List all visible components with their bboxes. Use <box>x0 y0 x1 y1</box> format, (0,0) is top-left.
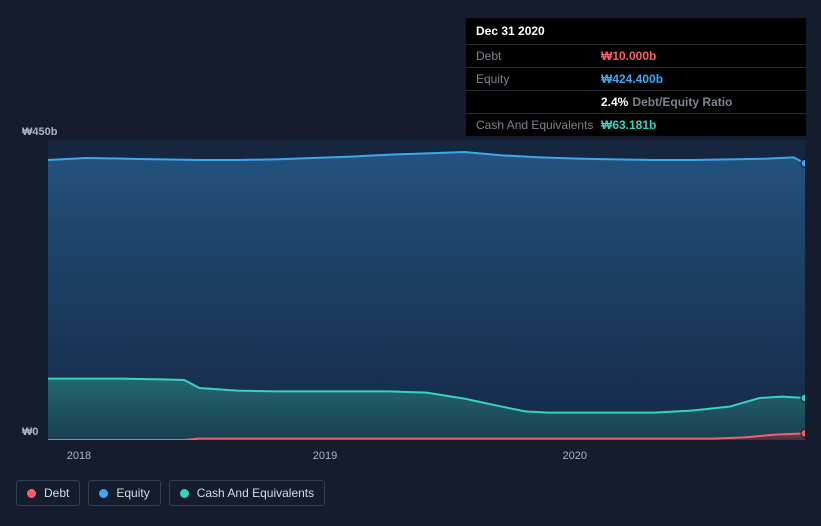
series-marker <box>801 394 805 402</box>
x-tick-label: 2018 <box>67 450 91 462</box>
legend-label: Debt <box>44 486 69 500</box>
chart-plot[interactable] <box>48 140 805 440</box>
tooltip-row-label: Equity <box>476 72 601 86</box>
chart-tooltip: Dec 31 2020 Debt₩10.000bEquity₩424.400b2… <box>466 18 806 136</box>
legend-dot <box>99 489 108 498</box>
chart-legend: Debt Equity Cash And Equivalents <box>16 480 325 506</box>
tooltip-date: Dec 31 2020 <box>466 18 806 45</box>
tooltip-row-value: 2.4% <box>601 95 628 109</box>
legend-item-debt[interactable]: Debt <box>16 480 80 506</box>
tooltip-row-suffix: Debt/Equity Ratio <box>632 95 732 109</box>
legend-dot <box>27 489 36 498</box>
y-tick-label: ₩0 <box>22 426 39 438</box>
tooltip-row: 2.4% Debt/Equity Ratio <box>466 91 806 114</box>
x-tick-label: 2019 <box>313 450 337 462</box>
tooltip-row-label <box>476 95 601 109</box>
legend-item-equity[interactable]: Equity <box>88 480 160 506</box>
tooltip-row-value: ₩424.400b <box>601 72 663 86</box>
series-marker <box>801 429 805 437</box>
legend-label: Cash And Equivalents <box>197 486 314 500</box>
tooltip-row-value: ₩10.000b <box>601 49 656 63</box>
tooltip-row: Equity₩424.400b <box>466 68 806 91</box>
tooltip-row-label: Debt <box>476 49 601 63</box>
series-marker <box>801 159 805 167</box>
legend-label: Equity <box>116 486 149 500</box>
tooltip-row-value: ₩63.181b <box>601 118 656 132</box>
y-tick-label: ₩450b <box>22 126 57 138</box>
tooltip-row: Debt₩10.000b <box>466 45 806 68</box>
legend-dot <box>180 489 189 498</box>
x-tick-label: 2020 <box>563 450 587 462</box>
tooltip-row: Cash And Equivalents₩63.181b <box>466 114 806 136</box>
tooltip-rows: Debt₩10.000bEquity₩424.400b2.4%Debt/Equi… <box>466 45 806 136</box>
legend-item-cash-and-equivalents[interactable]: Cash And Equivalents <box>169 480 325 506</box>
tooltip-row-label: Cash And Equivalents <box>476 118 601 132</box>
